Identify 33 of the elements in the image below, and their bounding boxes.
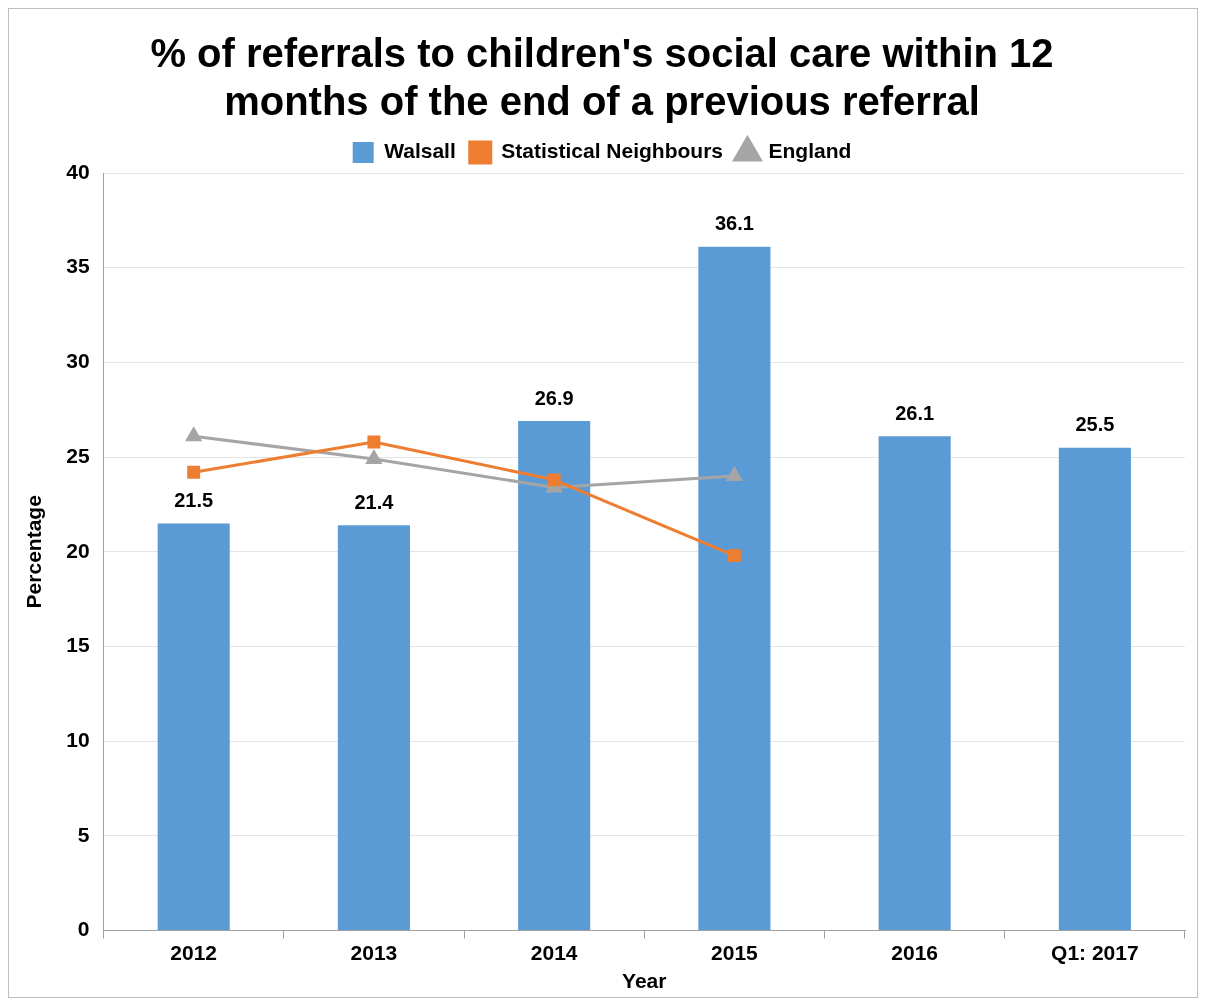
data-label: 21.4: [354, 490, 395, 513]
x-axis-title: Year: [622, 969, 667, 993]
y-tick-label: 35: [66, 254, 90, 278]
bar: [337, 525, 410, 931]
x-tick-label: 2013: [350, 941, 398, 964]
y-tick-label: 0: [77, 917, 90, 941]
bar: [698, 246, 771, 931]
x-tick-label: 2014: [530, 941, 578, 964]
legend-label: England: [768, 139, 852, 163]
data-label: 26.1: [895, 401, 935, 424]
data-label: 36.1: [714, 212, 754, 235]
chart-title: % of referrals to children's social care within 12 months of the end of a previous referral: [150, 31, 1054, 124]
y-tick-label: 40: [66, 159, 90, 183]
x-tick-label: Q1: 2017: [1051, 941, 1139, 964]
x-tick-label: 2012: [170, 941, 218, 964]
bar: [1058, 447, 1131, 931]
y-tick-label: 5: [77, 822, 90, 846]
data-label: 21.5: [174, 488, 214, 511]
legend-label: Walsall: [384, 139, 456, 163]
data-label: 26.9: [534, 386, 574, 409]
y-tick-label: 30: [66, 349, 90, 373]
y-tick-label: 15: [66, 633, 90, 657]
bar: [157, 523, 230, 931]
y-tick-label: 10: [66, 728, 90, 751]
bar: [878, 436, 951, 931]
legend-label: Statistical Neighbours: [501, 139, 723, 163]
y-tick-label: 25: [66, 443, 90, 467]
x-tick-label: 2016: [891, 941, 938, 964]
y-axis-title: Percentage: [22, 495, 46, 609]
y-tick-label: 20: [66, 538, 90, 562]
bar: [518, 421, 591, 931]
x-tick-label: 2015: [711, 941, 759, 964]
data-label: 25.5: [1075, 413, 1115, 436]
